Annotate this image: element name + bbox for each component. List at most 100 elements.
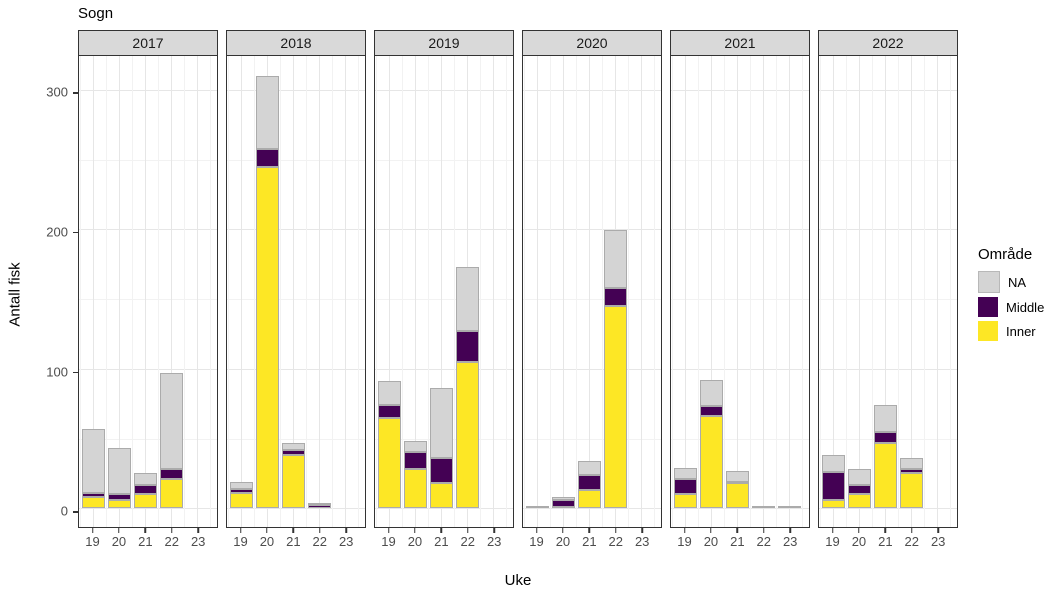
gridline-x-minor — [898, 56, 900, 527]
bar-2018-w20-inner — [255, 166, 280, 509]
gridline-y-minor — [671, 159, 809, 161]
bar-2019-w22-inner — [455, 361, 480, 509]
x-axis-labels-2021: 19 20 21 22 23 — [670, 528, 810, 552]
x-tick-label-22: 22 — [164, 534, 179, 549]
gridline-x-major — [119, 56, 121, 527]
y-axis-title: Antall fisk — [0, 58, 30, 530]
x-tick-label-23: 23 — [634, 534, 650, 549]
bar-2022-w19-na — [821, 455, 846, 472]
gridline-x-minor — [376, 56, 378, 527]
gridline-x-minor — [280, 56, 282, 527]
gridline-x-minor — [950, 56, 952, 527]
legend-swatch-middle — [978, 297, 998, 317]
gridline-x-major — [833, 56, 835, 527]
facet-2019: 2019 19 20 21 22 23 — [374, 30, 514, 552]
x-tick-label-21: 21 — [878, 534, 893, 549]
x-tick-mark-23 — [937, 528, 939, 533]
gridline-x-major — [685, 56, 687, 527]
facet-strip-2019: 2019 — [374, 30, 514, 56]
gridline-x-minor — [402, 56, 404, 527]
facet-2018: 2018 19 20 21 22 23 — [226, 30, 366, 552]
bar-2017-w19-na — [81, 428, 106, 493]
gridline-y-major — [79, 368, 217, 370]
x-tick-mark-21 — [292, 528, 295, 533]
legend-swatch-na — [978, 271, 1000, 293]
bar-2019-w20-na — [403, 441, 428, 453]
gridline-y-major — [523, 508, 661, 510]
gridline-x-major — [241, 56, 243, 527]
x-tick-mark-21 — [884, 528, 887, 533]
gridline-x-major — [589, 56, 591, 527]
gridline-x-major — [93, 56, 95, 527]
gridline-y-minor — [79, 438, 217, 440]
gridline-y-major — [375, 229, 513, 231]
bar-2018-w21-inner — [281, 455, 306, 509]
x-tick-label-19: 19 — [677, 534, 692, 549]
gridline-x-minor — [506, 56, 508, 527]
gridline-y-minor — [227, 438, 365, 440]
x-tick-label-23: 23 — [338, 534, 354, 549]
gridline-y-major — [79, 90, 217, 92]
x-tick-label-20: 20 — [259, 534, 275, 549]
gridline-y-minor — [375, 159, 513, 161]
bar-2022-w20-na — [847, 469, 872, 485]
bar-2021-w20-na — [699, 380, 724, 407]
gridline-x-major — [711, 56, 713, 527]
bar-2020-w22-middle — [603, 288, 628, 307]
bar-2021-w23-na — [777, 506, 802, 509]
panel-body-2021 — [670, 56, 810, 528]
gridline-x-minor — [628, 56, 630, 527]
x-tick-mark-19 — [535, 528, 538, 533]
gridline-x-minor — [480, 56, 482, 527]
gridline-y-major — [227, 90, 365, 92]
x-tick-mark-23 — [641, 528, 643, 533]
gridline-x-minor — [872, 56, 874, 527]
x-tick-label-23: 23 — [190, 534, 206, 549]
gridline-x-minor — [602, 56, 604, 527]
bar-2021-w21-inner — [725, 483, 750, 509]
x-tick-label-22: 22 — [904, 534, 919, 549]
x-tick-mark-21 — [144, 528, 147, 533]
x-tick-label-22: 22 — [460, 534, 475, 549]
bar-2018-w19-na — [229, 481, 254, 489]
facet-strip-2022: 2022 — [818, 30, 958, 56]
legend: Område NA Middle Inner — [978, 246, 1044, 345]
y-tick-mark-300 — [73, 92, 78, 94]
gridline-x-major — [319, 56, 321, 527]
legend-label-na: NA — [1008, 274, 1027, 290]
y-axis-title-text: Antall fisk — [6, 261, 24, 327]
gridline-y-major — [79, 229, 217, 231]
gridline-x-minor — [654, 56, 656, 527]
gridline-x-minor — [672, 56, 674, 527]
y-tick-mark-200 — [73, 231, 78, 234]
bar-2018-w20-na — [255, 76, 280, 149]
bar-2021-w20-middle — [699, 406, 724, 417]
legend-item-inner: Inner — [978, 321, 1044, 341]
x-tick-label-21: 21 — [730, 534, 745, 549]
gridline-y-major — [671, 508, 809, 510]
bar-2017-w19-inner — [81, 497, 106, 509]
bar-2022-w19-inner — [821, 499, 846, 509]
facet-2022: 2022 19 20 21 22 23 — [818, 30, 958, 552]
gridline-x-minor — [158, 56, 160, 527]
bar-2022-w21-na — [873, 405, 898, 432]
x-tick-mark-22 — [911, 528, 913, 533]
x-tick-mark-20 — [710, 528, 712, 533]
x-tick-label-19: 19 — [529, 534, 544, 549]
bar-2021-w19-middle — [673, 478, 698, 495]
x-tick-mark-19 — [831, 528, 834, 533]
bar-2019-w22-na — [455, 267, 480, 332]
gridline-x-minor — [210, 56, 212, 527]
gridline-x-minor — [820, 56, 822, 527]
facet-strip-2017: 2017 — [78, 30, 218, 56]
legend-item-middle: Middle — [978, 297, 1044, 317]
x-tick-label-21: 21 — [286, 534, 301, 549]
gridline-y-minor — [523, 299, 661, 301]
x-tick-mark-19 — [239, 528, 242, 533]
gridline-x-major — [171, 56, 173, 527]
x-tick-mark-20 — [858, 528, 860, 533]
gridline-x-minor — [228, 56, 230, 527]
x-tick-mark-23 — [197, 528, 199, 533]
bar-2019-w19-inner — [377, 417, 402, 509]
